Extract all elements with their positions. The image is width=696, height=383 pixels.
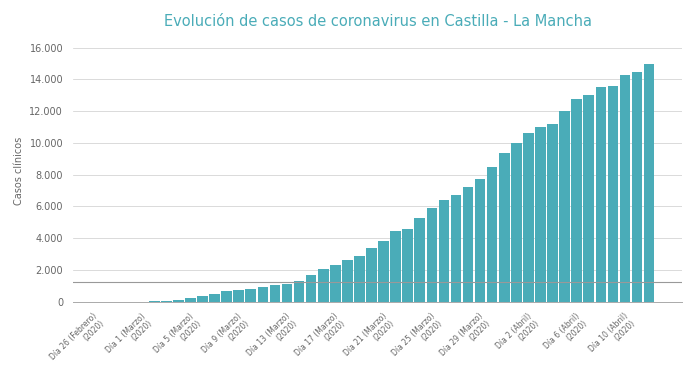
- Bar: [390, 231, 401, 302]
- Bar: [583, 95, 594, 302]
- Bar: [269, 285, 280, 302]
- Bar: [173, 300, 184, 302]
- Bar: [427, 208, 437, 302]
- Bar: [523, 133, 534, 302]
- Bar: [282, 284, 292, 302]
- Bar: [487, 167, 498, 302]
- Bar: [258, 287, 268, 302]
- Bar: [644, 64, 654, 302]
- Bar: [560, 111, 570, 302]
- Bar: [511, 143, 521, 302]
- Bar: [233, 290, 244, 302]
- Bar: [475, 180, 485, 302]
- Bar: [535, 127, 546, 302]
- Bar: [571, 98, 582, 302]
- Bar: [366, 248, 377, 302]
- Bar: [246, 289, 256, 302]
- Bar: [354, 255, 365, 302]
- Bar: [402, 229, 413, 302]
- Bar: [608, 86, 618, 302]
- Bar: [330, 265, 340, 302]
- Bar: [451, 195, 461, 302]
- Bar: [161, 301, 172, 302]
- Bar: [294, 281, 304, 302]
- Bar: [414, 218, 425, 302]
- Bar: [547, 124, 558, 302]
- Y-axis label: Casos clínicos: Casos clínicos: [14, 137, 24, 205]
- Bar: [619, 75, 631, 302]
- Bar: [185, 298, 196, 302]
- Bar: [197, 296, 208, 302]
- Bar: [209, 294, 220, 302]
- Bar: [438, 200, 449, 302]
- Bar: [318, 269, 329, 302]
- Title: Evolución de casos de coronavirus en Castilla - La Mancha: Evolución de casos de coronavirus en Cas…: [164, 14, 592, 29]
- Bar: [221, 291, 232, 302]
- Bar: [463, 187, 473, 302]
- Bar: [342, 260, 353, 302]
- Bar: [499, 153, 509, 302]
- Bar: [596, 87, 606, 302]
- Bar: [306, 275, 317, 302]
- Bar: [378, 241, 389, 302]
- Bar: [632, 72, 642, 302]
